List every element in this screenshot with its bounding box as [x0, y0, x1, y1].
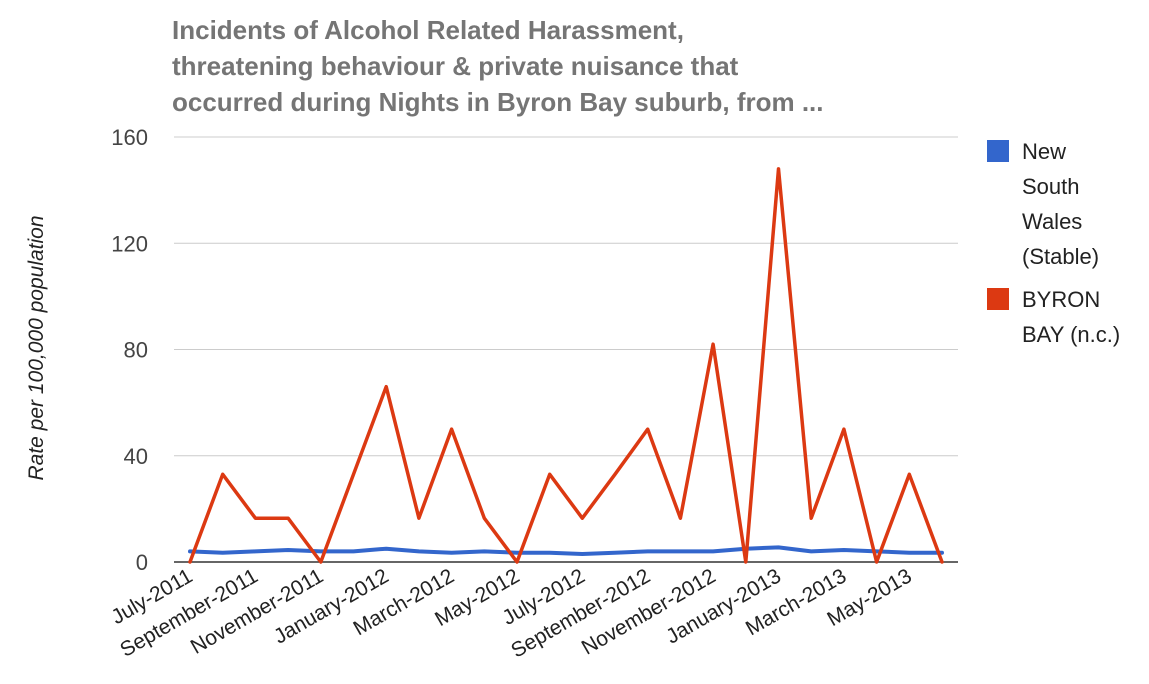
chart-title: Incidents of Alcohol Related Harassment,…: [172, 12, 972, 120]
legend-label-0: Wales: [1022, 209, 1082, 234]
y-tick-label: 120: [111, 231, 148, 256]
legend-label-1: BAY (n.c.): [1022, 322, 1120, 347]
legend-label-0: (Stable): [1022, 244, 1099, 269]
legend-label-0: New: [1022, 139, 1066, 164]
chart-title-line-1: Incidents of Alcohol Related Harassment,: [172, 15, 684, 45]
chart-title-line-2: threatening behaviour & private nuisance…: [172, 51, 739, 81]
legend-label-1: BYRON: [1022, 287, 1100, 312]
legend-swatch-0: [987, 140, 1009, 162]
series-line-0: [188, 545, 944, 556]
y-tick-label: 40: [124, 444, 148, 469]
y-axis-ticks: 0 40 80 120 160: [111, 125, 148, 575]
y-tick-label: 160: [111, 125, 148, 150]
grid-lines: [174, 136, 958, 563]
legend-swatch-1: [987, 288, 1009, 310]
series-lines: [188, 167, 944, 564]
legend: New South Wales (Stable) BYRON BAY (n.c.): [987, 139, 1120, 347]
y-tick-label: 80: [124, 338, 148, 363]
y-tick-label: 0: [136, 550, 148, 575]
y-axis-label: Rate per 100,000 population: [25, 215, 48, 480]
chart-title-line-3: occurred during Nights in Byron Bay subu…: [172, 87, 824, 117]
legend-label-0: South: [1022, 174, 1080, 199]
series-line-1: [188, 167, 944, 564]
x-axis-ticks: July-2011September-2011November-2011Janu…: [107, 564, 915, 662]
